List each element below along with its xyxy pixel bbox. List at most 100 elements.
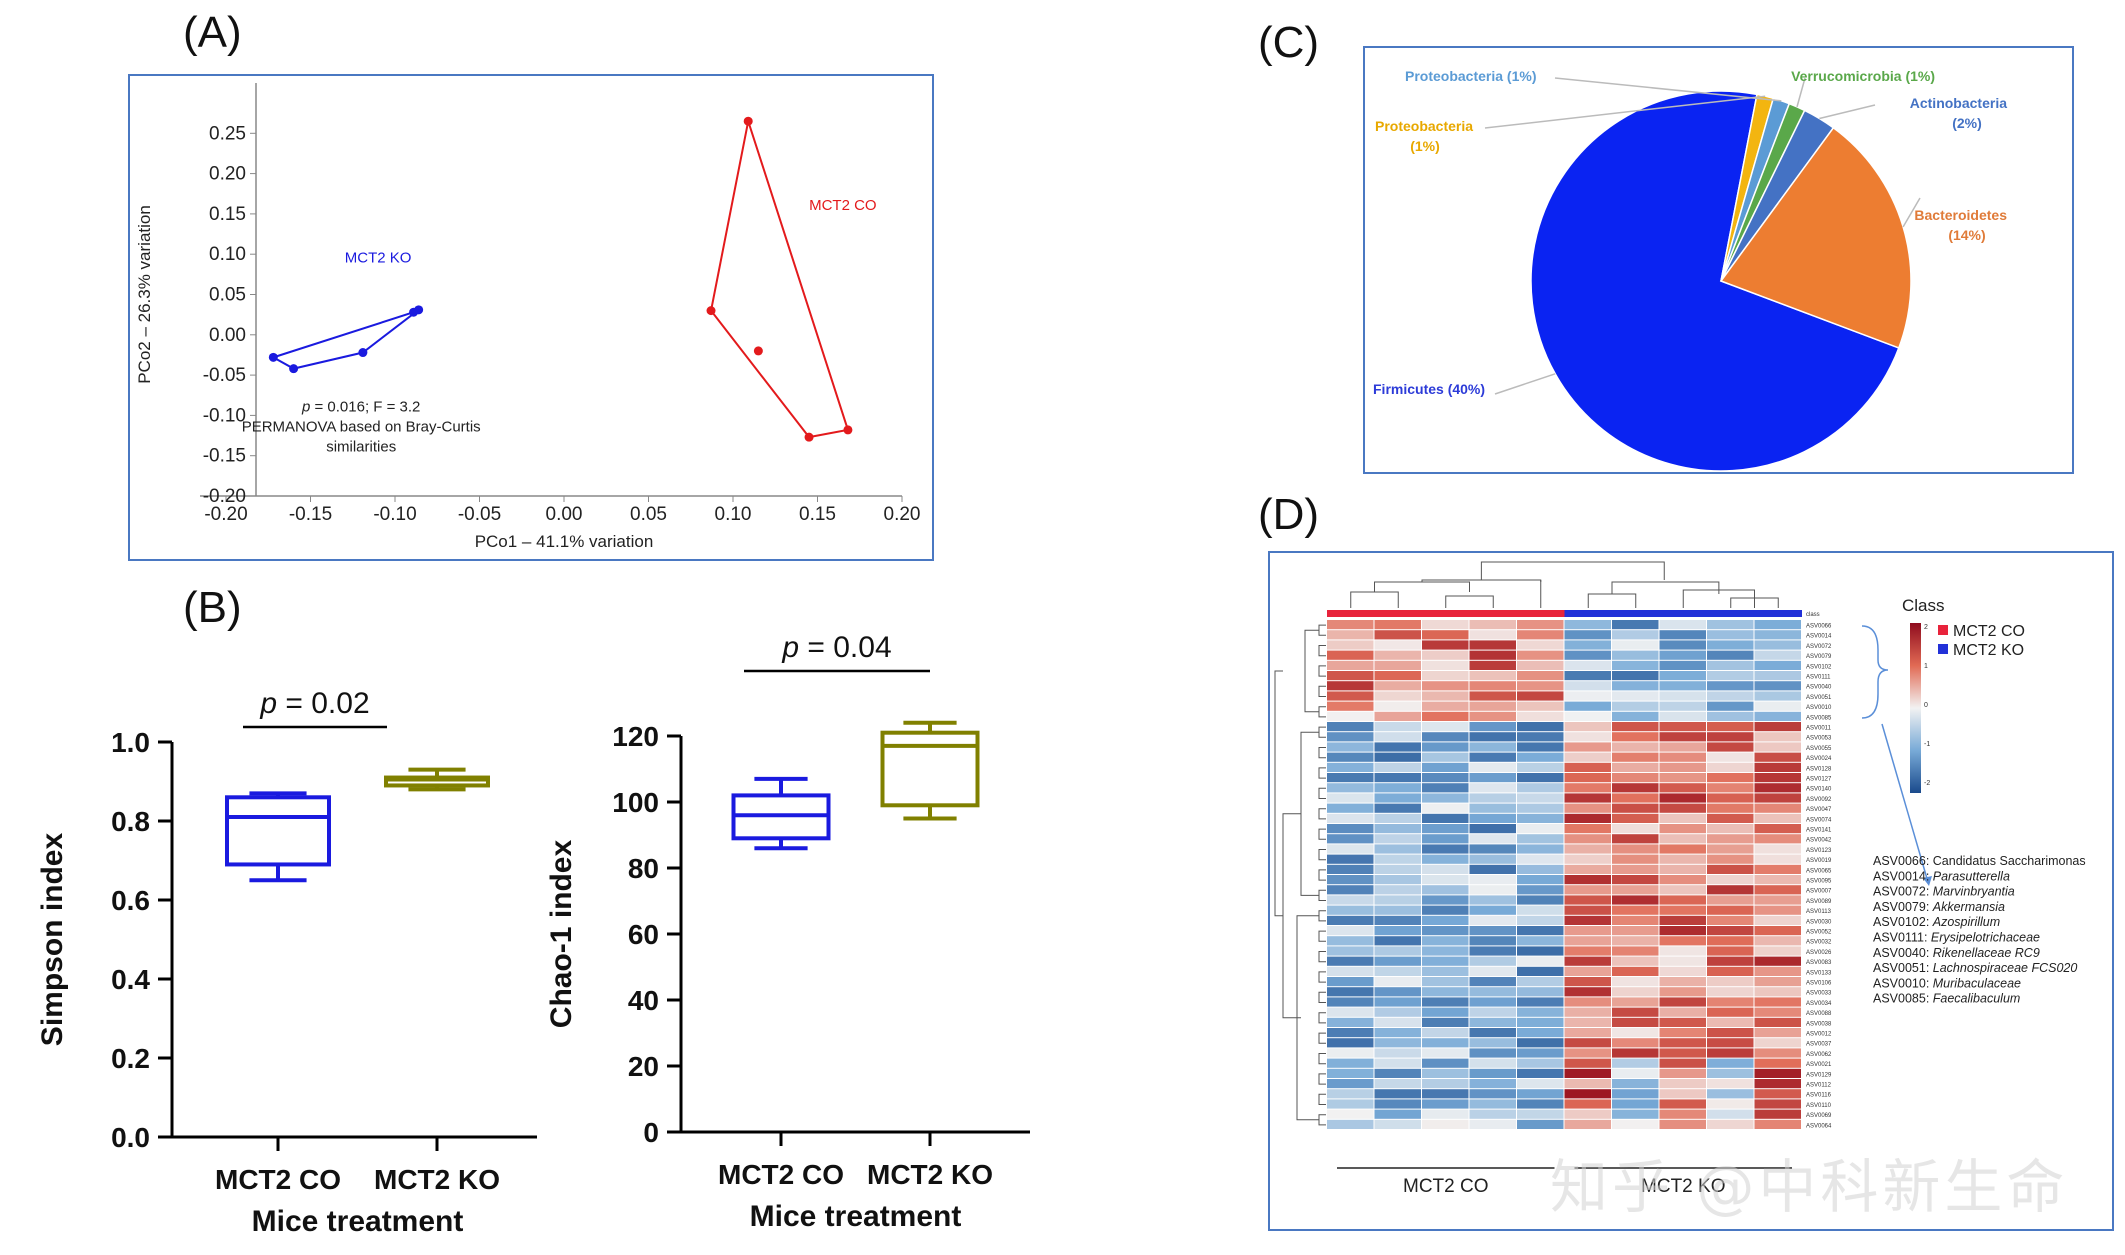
heatmap-cell	[1754, 742, 1801, 752]
row-label: ASV0116	[1806, 1093, 1832, 1099]
heatmap-cell	[1707, 977, 1754, 987]
heatmap-cell	[1612, 915, 1659, 925]
heatmap-cell	[1659, 987, 1706, 997]
heatmap-cell	[1374, 1109, 1421, 1119]
heatmap-cell	[1422, 997, 1469, 1007]
heatmap-cell	[1327, 824, 1374, 834]
heatmap-cell	[1707, 997, 1754, 1007]
class-bar-cell	[1707, 610, 1755, 617]
heatmap-cell	[1374, 936, 1421, 946]
row-label: ASV0133	[1806, 970, 1832, 976]
row-label: ASV0051	[1806, 695, 1832, 701]
heatmap-cell	[1707, 640, 1754, 650]
row-label: ASV0113	[1806, 909, 1832, 915]
verrucomicrobia-label: Verrucomicrobia (1%)	[1791, 68, 1935, 84]
heatmap-cell	[1707, 671, 1754, 681]
heatmap-cell	[1612, 1068, 1659, 1078]
heatmap-cell	[1517, 895, 1564, 905]
heatmap-cell	[1327, 885, 1374, 895]
row-label: ASV0019	[1806, 858, 1832, 864]
heatmap-cell	[1517, 824, 1564, 834]
heatmap-cell	[1374, 875, 1421, 885]
heatmap-cell	[1564, 711, 1611, 721]
data-point	[268, 352, 278, 362]
chao1-y-tick-label: 20	[628, 1051, 659, 1082]
heatmap-cell	[1659, 997, 1706, 1007]
color-scale-tick: -2	[1924, 780, 1930, 787]
row-label: ASV0140	[1806, 787, 1832, 793]
heatmap-cell	[1374, 762, 1421, 772]
heatmap-cell	[1422, 803, 1469, 813]
heatmap-cell	[1659, 1038, 1706, 1048]
heatmap-cell	[1517, 630, 1564, 640]
heatmap-cell	[1422, 711, 1469, 721]
heatmap-cell	[1707, 762, 1754, 772]
heatmap-cell	[1754, 671, 1801, 681]
chao1-y-axis-label: Chao-1 index	[545, 840, 578, 1029]
heatmap-cell	[1707, 915, 1754, 925]
legend-title: Class	[1902, 596, 1945, 615]
heatmap-cell	[1612, 773, 1659, 783]
heatmap-cell	[1564, 966, 1611, 976]
class-bar-cell	[1754, 610, 1802, 617]
class-bar-cell	[1422, 610, 1470, 617]
heatmap-cell	[1659, 701, 1706, 711]
row-label: ASV0083	[1806, 960, 1832, 966]
heatmap-cell	[1659, 1068, 1706, 1078]
heatmap-cell	[1374, 711, 1421, 721]
heatmap-cell	[1469, 691, 1516, 701]
heatmap-cell	[1707, 854, 1754, 864]
heatmap-cell	[1327, 1079, 1374, 1089]
heatmap-cell	[1517, 671, 1564, 681]
heatmap-cell	[1612, 834, 1659, 844]
heatmap-cell	[1517, 732, 1564, 742]
heatmap-cell	[1517, 742, 1564, 752]
heatmap-cell	[1422, 905, 1469, 915]
heatmap-cell	[1374, 813, 1421, 823]
heatmap-cell	[1707, 711, 1754, 721]
heatmap-cell	[1707, 660, 1754, 670]
row-label: ASV0127	[1806, 777, 1832, 783]
heatmap-cell	[1469, 987, 1516, 997]
row-label: ASV0123	[1806, 848, 1832, 854]
heatmap-cell	[1564, 936, 1611, 946]
heatmap-cell	[1374, 803, 1421, 813]
row-dendro-branch	[1318, 685, 1326, 697]
bacteroidetes-label: Bacteroidetes	[1914, 207, 2007, 223]
series-label-co: MCT2 CO	[809, 197, 877, 214]
heatmap-cell	[1327, 640, 1374, 650]
heatmap-cell	[1517, 915, 1564, 925]
watermark: 知乎 @中科新生命	[1550, 1153, 2069, 1221]
heatmap-cell	[1659, 803, 1706, 813]
heatmap-cell	[1469, 946, 1516, 956]
heatmap-cell	[1422, 1007, 1469, 1017]
heatmap-cell	[1374, 966, 1421, 976]
heatmap-cell	[1469, 885, 1516, 895]
heatmap-cell	[1564, 1017, 1611, 1027]
heatmap-cell	[1469, 762, 1516, 772]
heatmap-cell	[1659, 946, 1706, 956]
heatmap-cell	[1327, 762, 1374, 772]
heatmap-cell	[1659, 956, 1706, 966]
heatmap-cell	[1564, 722, 1611, 732]
heatmap-cell	[1612, 711, 1659, 721]
heatmap-cell	[1659, 813, 1706, 823]
heatmap-cell	[1612, 1007, 1659, 1017]
heatmap-cell	[1612, 905, 1659, 915]
heatmap-cell	[1659, 966, 1706, 976]
heatmap-cell	[1659, 895, 1706, 905]
row-label: ASV0052	[1806, 930, 1832, 936]
simpson-y-tick-label: 0.4	[111, 964, 150, 995]
heatmap-cell	[1469, 926, 1516, 936]
heatmap-cell	[1422, 1079, 1469, 1089]
heatmap-cell	[1517, 1058, 1564, 1068]
chao1-y-tick-label: 0	[643, 1117, 659, 1148]
heatmap-cell	[1517, 793, 1564, 803]
y-tick-label: 0.00	[209, 325, 246, 346]
class-bar-cell	[1659, 610, 1707, 617]
chao1-y-tick-label: 120	[612, 721, 659, 752]
heatmap-cell	[1422, 966, 1469, 976]
row-label: ASV0040	[1806, 685, 1832, 691]
heatmap-cell	[1374, 732, 1421, 742]
heatmap-cell	[1612, 864, 1659, 874]
